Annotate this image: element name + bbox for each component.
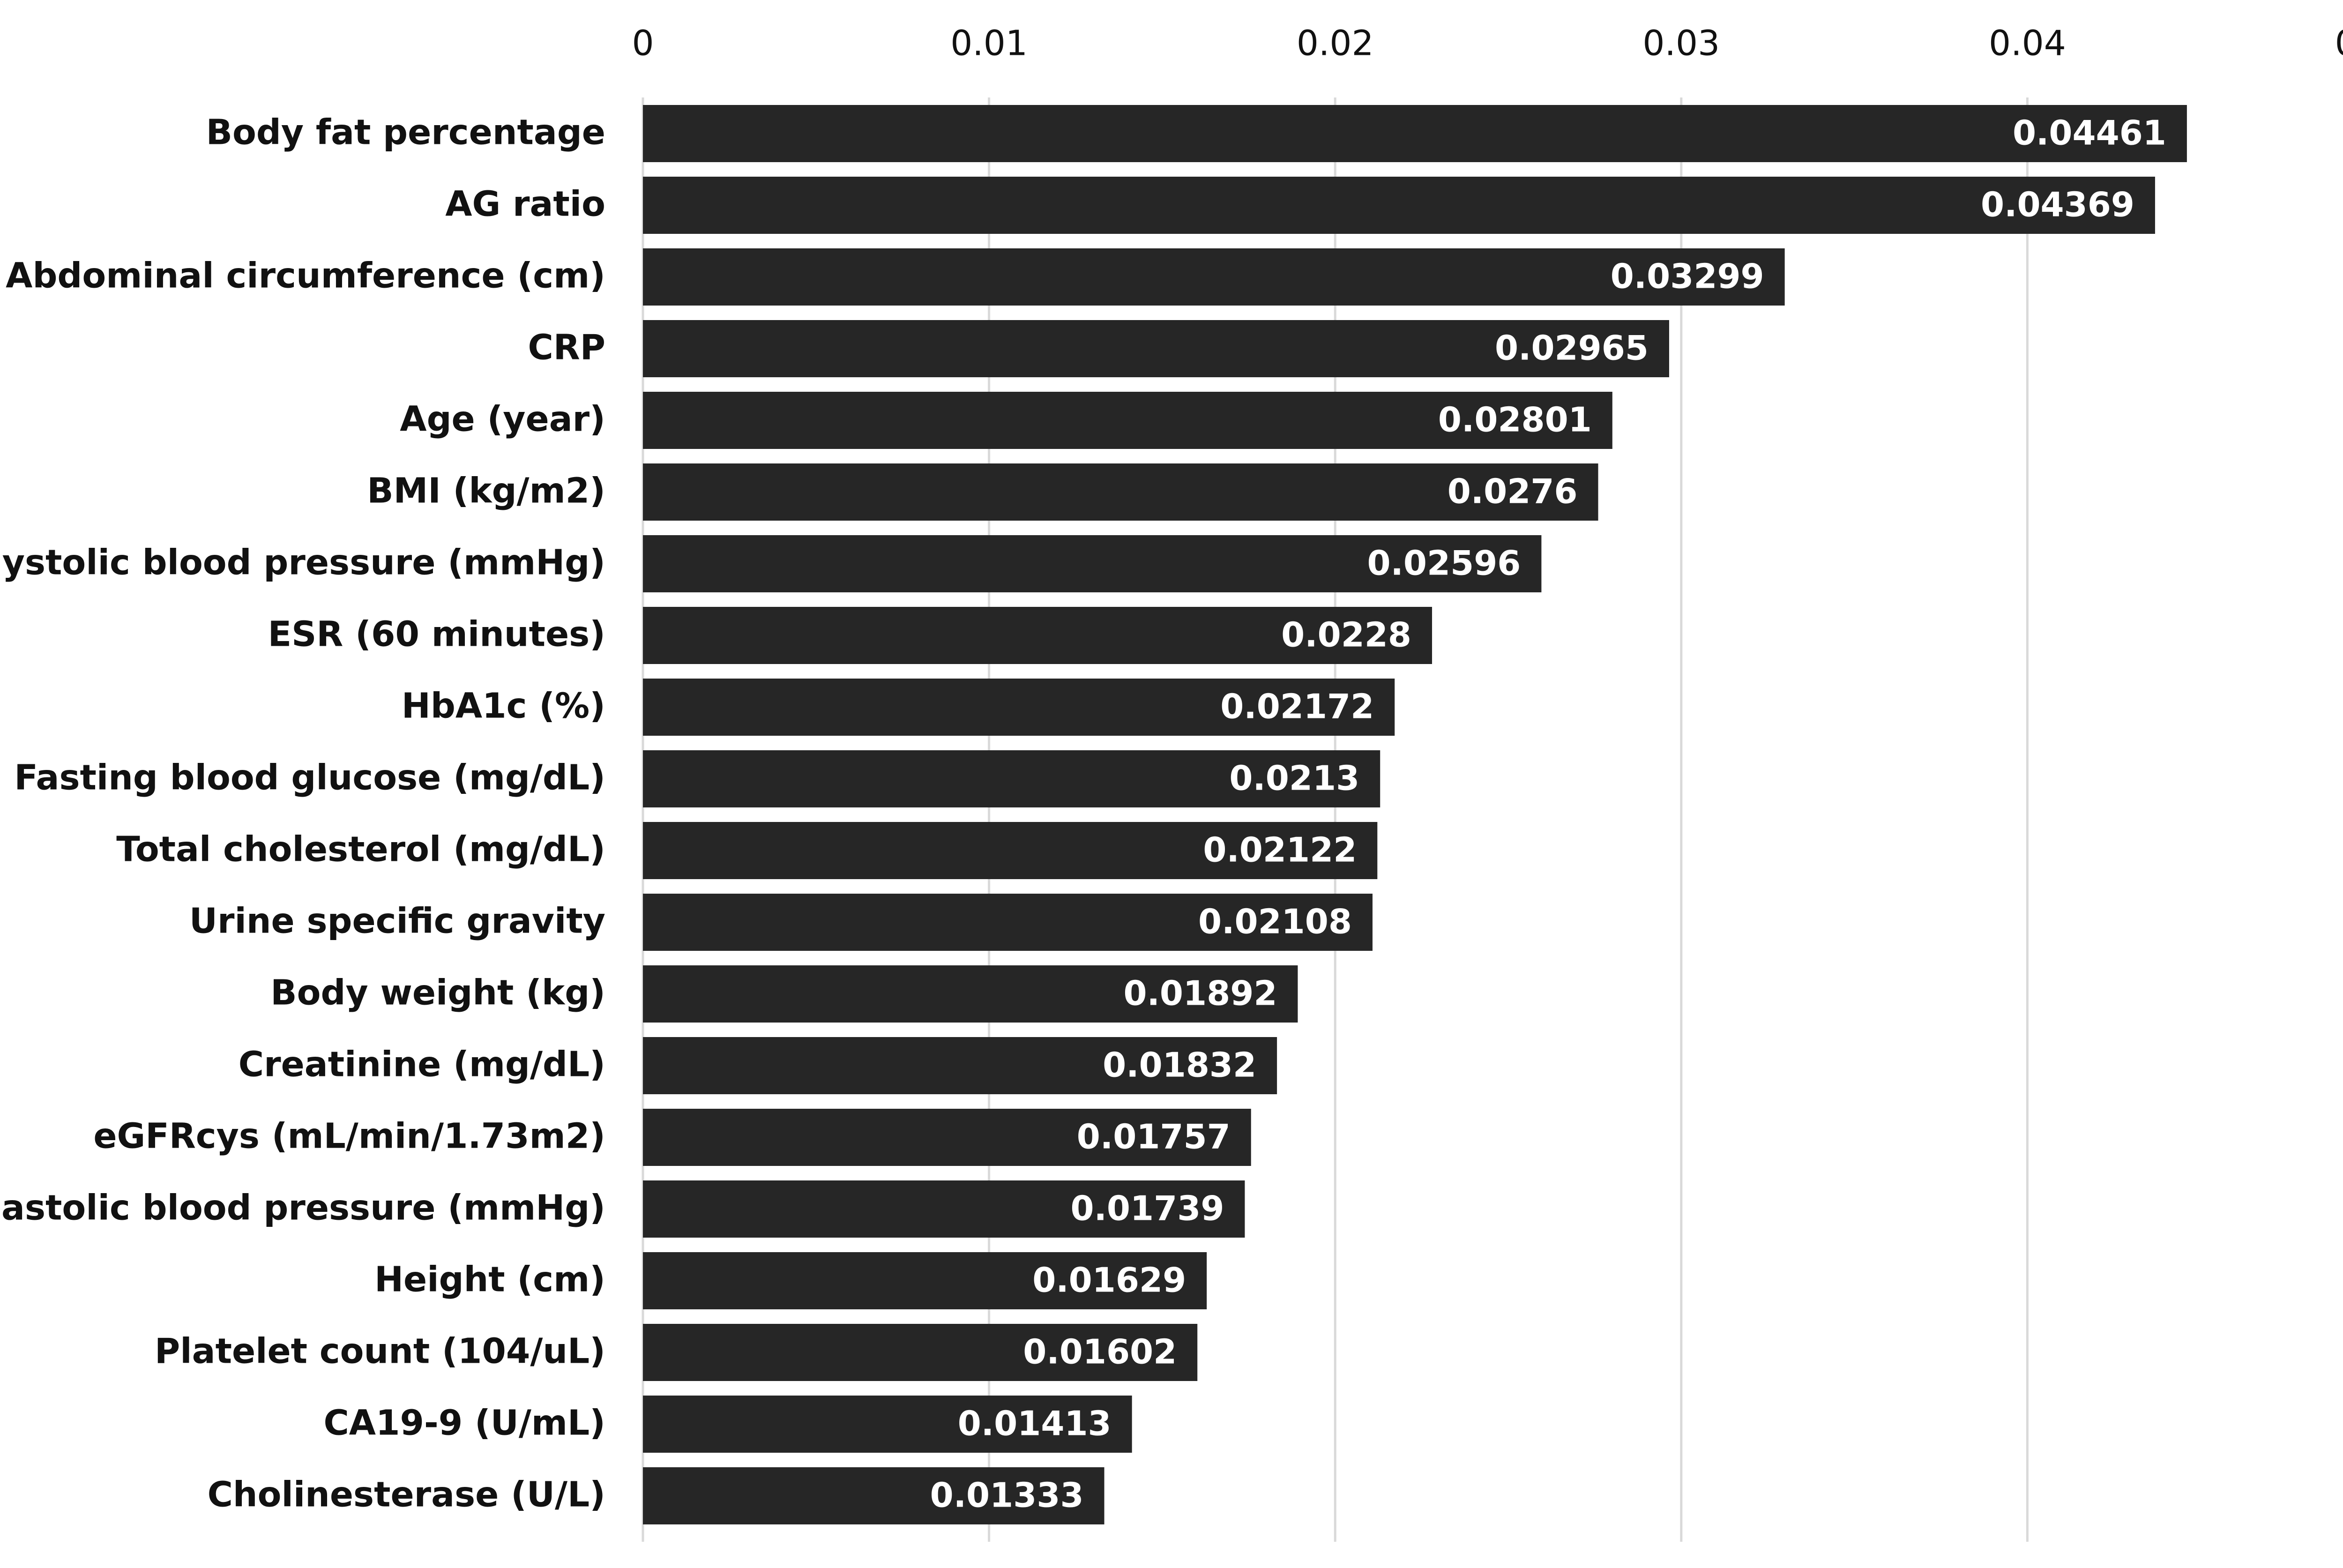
bar — [643, 105, 2187, 162]
bar — [643, 535, 1542, 592]
x-axis-ticks: 0 0.01 0.02 0.03 0.04 0.05 — [632, 23, 2343, 64]
category-label: CRP — [528, 328, 605, 368]
bar — [643, 248, 1785, 306]
bar — [643, 1252, 1207, 1309]
x-tick-label: 0.02 — [1297, 23, 1374, 64]
bar — [643, 822, 1378, 879]
category-label: Height (cm) — [374, 1260, 605, 1300]
bar-value-label: 0.01333 — [930, 1476, 1084, 1515]
bar-value-label: 0.0228 — [1281, 615, 1411, 655]
category-label: CA19-9 (U/mL) — [323, 1403, 605, 1443]
category-label: Body weight (kg) — [270, 973, 605, 1013]
bar — [643, 177, 2155, 234]
category-label: Urine specific gravity — [189, 901, 605, 941]
x-tick-label: 0.05 — [2335, 23, 2343, 64]
bar-value-label: 0.03299 — [1611, 257, 1764, 296]
category-label: Diastolic blood pressure (mmHg) — [0, 1188, 605, 1228]
category-label: Cholinesterase (U/L) — [208, 1475, 605, 1515]
bars — [643, 105, 2187, 1524]
bar — [643, 463, 1598, 521]
x-tick-label: 0.04 — [1989, 23, 2066, 64]
bar-value-label: 0.02172 — [1220, 687, 1374, 726]
bar-value-label: 0.01832 — [1103, 1045, 1256, 1085]
category-label: Total cholesterol (mg/dL) — [116, 829, 605, 870]
bar — [643, 320, 1669, 377]
bar — [643, 1037, 1277, 1094]
category-label: Abdominal circumference (cm) — [6, 256, 605, 296]
category-label: Fasting blood glucose (mg/dL) — [14, 758, 605, 798]
category-label: ESR (60 minutes) — [268, 614, 605, 655]
bar — [643, 1467, 1104, 1524]
x-tick-label: 0.03 — [1642, 23, 1720, 64]
category-label: Creatinine (mg/dL) — [239, 1045, 605, 1085]
value-labels: 0.04461 0.04369 0.03299 0.02965 0.02801 0.027… — [930, 113, 2166, 1515]
bar-value-label: 0.0213 — [1229, 759, 1359, 798]
category-label: BMI (kg/m2) — [367, 471, 605, 511]
category-labels: Body fat percentage AG ratio Abdominal cir… — [0, 112, 605, 1515]
bar-value-label: 0.04461 — [2013, 113, 2166, 153]
category-label: Platelet count (104/uL) — [155, 1331, 605, 1372]
bar — [643, 392, 1612, 449]
bar-value-label: 0.01413 — [958, 1404, 1112, 1443]
bar-value-label: 0.02122 — [1203, 830, 1357, 870]
bar-value-label: 0.01602 — [1023, 1332, 1177, 1372]
bar-value-label: 0.02108 — [1198, 902, 1352, 941]
category-label: Body fat percentage — [206, 112, 605, 153]
bar-value-label: 0.02801 — [1438, 400, 1592, 440]
category-label: Systolic blood pressure (mmHg) — [0, 543, 605, 583]
x-tick-label: 0.01 — [950, 23, 1028, 64]
bar — [643, 679, 1395, 736]
category-label: HbA1c (%) — [402, 686, 605, 726]
bar-value-label: 0.01757 — [1077, 1117, 1231, 1157]
bar-value-label: 0.04369 — [1981, 185, 2134, 224]
bar — [643, 894, 1373, 951]
category-label: eGFRcys (mL/min/1.73m2) — [93, 1116, 605, 1157]
bar-value-label: 0.02965 — [1495, 329, 1649, 368]
x-tick-label: 0 — [632, 23, 654, 64]
category-label: AG ratio — [445, 184, 605, 224]
category-label: Age (year) — [400, 399, 605, 440]
bar — [643, 1109, 1251, 1166]
bar-value-label: 0.0276 — [1448, 472, 1578, 511]
bar — [643, 1324, 1198, 1381]
bar-value-label: 0.01629 — [1032, 1261, 1186, 1300]
bar-value-label: 0.01739 — [1070, 1189, 1224, 1228]
bar — [643, 1180, 1245, 1238]
bar — [643, 750, 1380, 807]
bar — [643, 607, 1433, 664]
bar — [643, 1396, 1132, 1453]
bar-value-label: 0.01892 — [1123, 974, 1277, 1013]
bar — [643, 965, 1298, 1023]
bar-value-label: 0.02596 — [1367, 544, 1521, 583]
